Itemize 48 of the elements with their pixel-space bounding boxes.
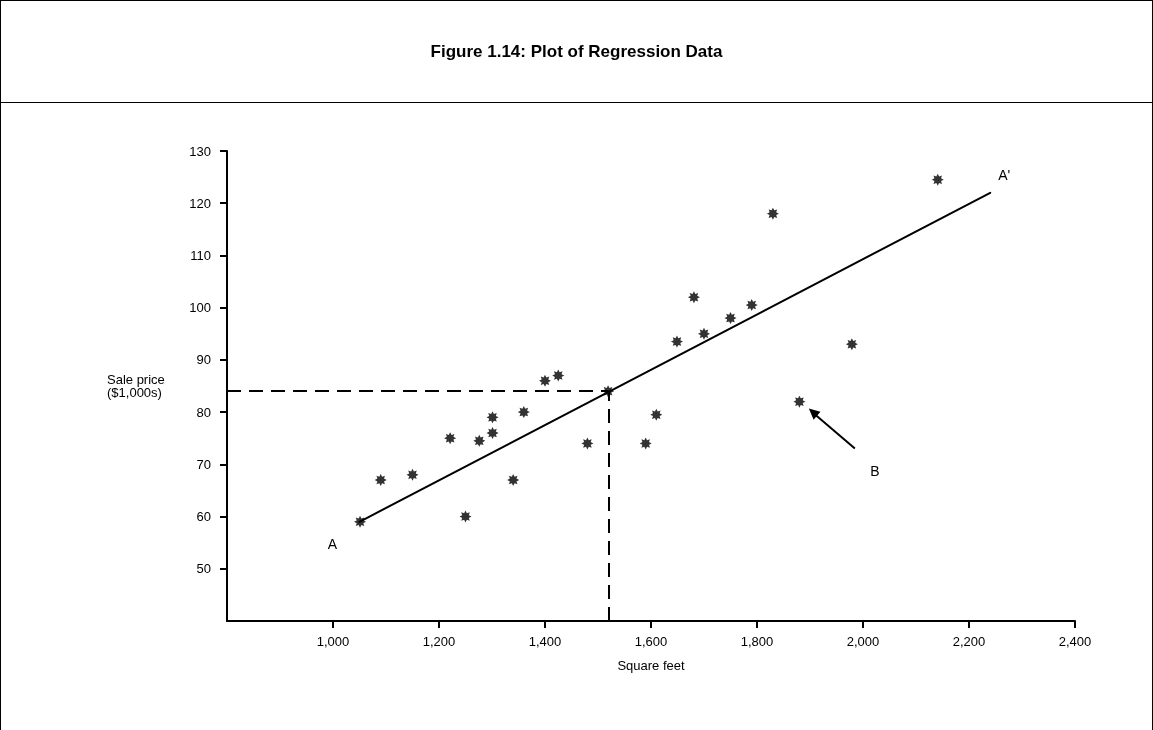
x-tick-label: 1,200	[422, 634, 456, 649]
y-tick-label: 130	[189, 143, 211, 159]
y-axis-title: Sale price ($1,000s)	[107, 372, 165, 400]
chart-title: Figure 1.14: Plot of Regression Data	[1, 1, 1152, 103]
y-tick-label: 100	[189, 300, 211, 316]
y-tick-label: 50	[196, 561, 211, 577]
point	[745, 299, 758, 312]
point	[687, 291, 700, 304]
point	[639, 437, 652, 450]
point	[552, 369, 565, 382]
point	[602, 385, 615, 398]
point	[724, 312, 737, 325]
x-axis-title: Square feet	[617, 658, 685, 673]
point	[486, 411, 499, 424]
x-tick-label: 2,400	[1058, 634, 1092, 649]
point	[444, 432, 457, 445]
point	[473, 434, 486, 447]
point	[459, 510, 472, 523]
y-tick-label: 90	[196, 352, 211, 368]
x-tick-label: 1,800	[740, 634, 774, 649]
point	[517, 406, 530, 419]
y-tick-label: 70	[196, 456, 211, 472]
point	[793, 395, 806, 408]
x-tick-label: 1,400	[528, 634, 562, 649]
point	[670, 335, 683, 348]
point	[581, 437, 594, 450]
point	[486, 427, 499, 439]
y-tick-label: 60	[196, 509, 211, 525]
point	[931, 173, 944, 186]
point	[650, 408, 663, 421]
annotation: A	[327, 535, 338, 552]
annotation: B	[870, 462, 880, 479]
x-tick-label: 1,000	[316, 634, 350, 649]
y-tick-label: 80	[196, 404, 211, 420]
point	[845, 338, 858, 351]
point	[374, 474, 387, 486]
annotation: A'	[998, 166, 1011, 183]
y-tick-label: 110	[190, 247, 211, 263]
point	[698, 327, 710, 340]
x-tick-label: 2,000	[846, 634, 880, 649]
point	[507, 474, 520, 486]
point	[539, 374, 551, 387]
point	[766, 207, 779, 220]
x-tick-label: 2,200	[952, 634, 986, 649]
y-tick-label: 120	[189, 195, 211, 211]
point	[406, 468, 419, 481]
x-tick-label: 1,600	[634, 634, 668, 649]
point	[354, 515, 367, 528]
